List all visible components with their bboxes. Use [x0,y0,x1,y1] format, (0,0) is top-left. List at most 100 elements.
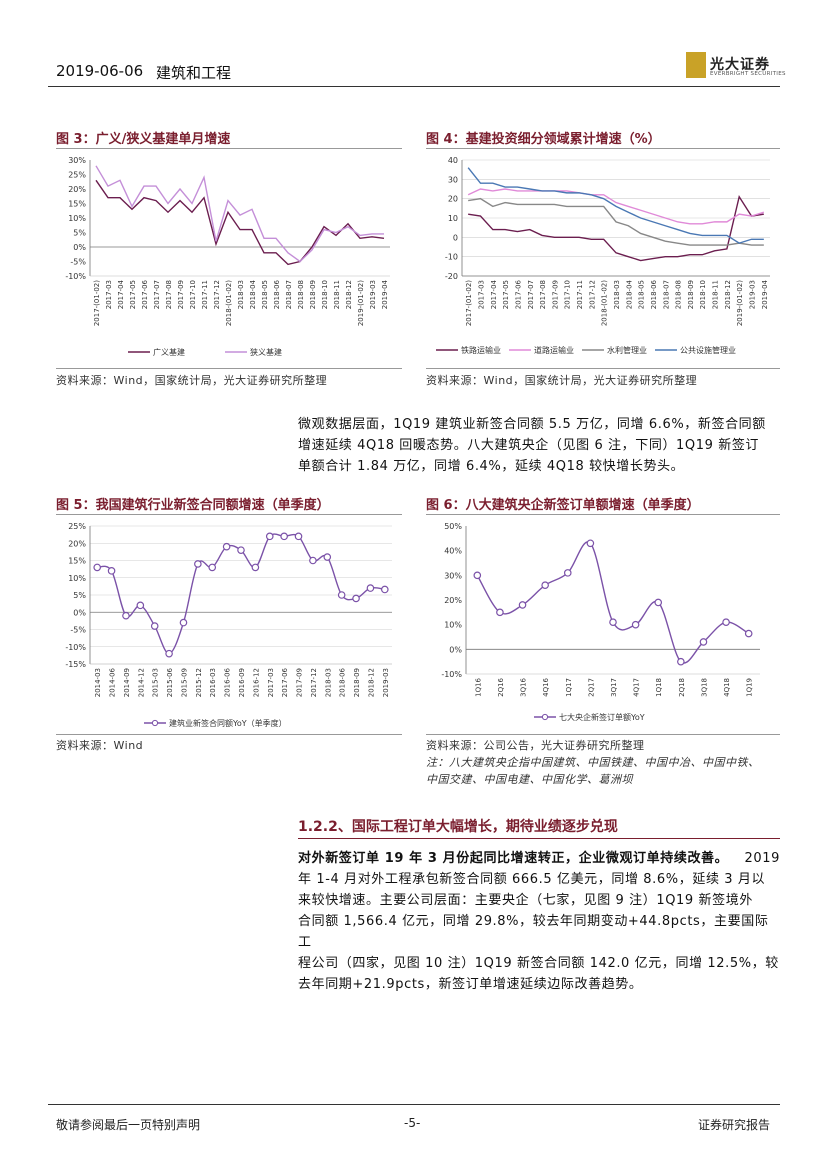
legend-label: 广义基建 [153,347,185,357]
fig6-source: 资料来源：公司公告，光大证券研究所整理 [426,739,645,752]
paragraph-line: 增速延续 4Q18 回暖态势。八大建筑央企（见图 6 注，下同）1Q19 新签订 [298,438,760,453]
data-point [473,571,482,580]
paragraph-international-orders: 对外新签订单 19 年 3 月份起同比增速转正，企业微观订单持续改善。 2019 … [298,848,780,995]
legend-marker [151,719,159,727]
y-tick-label: 0% [73,608,86,617]
x-tick-label: 2018-08 [675,280,683,309]
paragraph-line: 来较快增速。主要公司层面：主要央企（七家，见图 9 注）1Q19 新签境外 [298,893,753,908]
y-tick-label: 0% [73,243,86,252]
data-point [609,618,617,627]
y-tick-label: 20% [68,185,86,194]
x-tick-label: 2019-04 [381,279,389,309]
y-tick-label: -10 [445,253,458,262]
data-point [280,532,288,541]
fig3-title: 图 3：广义/狭义基建单月增速 [56,132,231,147]
section-underline [298,838,780,839]
x-tick-label: 2016-03 [209,668,217,697]
x-tick-label: 2018-12 [367,668,375,697]
data-point [222,542,231,551]
x-tick-label: 2017-11 [576,280,584,309]
fig4-chart: 40 30 20 10 0 -10 -20 2017-(01-02) 2017-03 2017-0… [436,156,770,355]
fig3-source: 资料来源：Wind，国家统计局，光大证券研究所整理 [56,374,328,387]
x-tick-label: 2018-03 [613,280,621,309]
data-point [208,563,217,572]
series-line [468,197,764,246]
footer-disclaimer: 敬请参阅最后一页特别声明 [56,1118,201,1132]
x-tick-label: 2014-03 [94,668,102,697]
data-point [165,649,173,658]
y-tick-label: 50% [444,522,462,531]
y-tick-label: 15% [68,200,86,209]
y-tick-label: 20% [444,596,462,605]
fig5-title: 图 5：我国建筑行业新签合同额增速（单季度） [56,498,330,513]
x-tick-label: 2016-12 [252,668,260,697]
y-tick-label: -10% [65,272,86,281]
y-tick-label: 40% [444,547,462,556]
x-tick-label: 2019-03 [749,280,757,309]
data-point [122,611,130,620]
x-tick-label: 2014-06 [109,667,117,697]
x-tick-label: 2016-09 [238,668,246,697]
legend-label: 七大央企新签订单额YoY [559,712,645,722]
fig5-bottom-rule [56,734,402,735]
legend-label: 建筑业新签合同额YoY（单季度） [169,718,287,728]
y-tick-label: 5% [73,591,86,600]
paragraph-lead-bold: 对外新签订单 19 年 3 月份起同比增速转正，企业微观订单持续改善。 [298,851,729,866]
legend-label: 铁路运输业 [461,345,501,355]
x-tick-label: 2019-(01-02) [736,280,744,326]
x-tick-label: 2017-05 [129,280,137,309]
fig5-chart: 25% 20% 15% 10% 5% 0% -5% -10% -15% 2014-03 2014-0… [65,522,392,728]
x-tick-label: 2018-07 [662,280,670,309]
y-tick-label: 10% [444,621,462,630]
report-sector: 建筑和工程 [156,64,232,82]
data-point [381,585,389,594]
data-point [251,563,260,572]
x-tick-label: 2018-10 [321,280,329,309]
x-tick-label: 2018-09 [353,668,361,697]
data-point [352,594,360,603]
data-point [107,567,116,575]
y-tick-label: 30% [444,571,462,580]
x-tick-label: 2017-08 [539,280,547,309]
y-tick-label: 10% [68,214,86,223]
x-tick-label: 2017-09 [177,280,185,309]
data-point [563,569,572,577]
x-tick-label: 2018-10 [699,280,707,309]
x-tick-label: 2018-05 [261,280,269,309]
paragraph-line: 微观数据层面，1Q19 建筑业新签合同额 5.5 万亿，同增 6.6%，新签合同… [298,417,766,432]
x-tick-label: 2017-03 [105,280,113,309]
fig3-top-rule [56,148,402,149]
x-tick-label: 2017-11 [201,280,209,309]
y-tick-label: -15% [65,660,86,669]
data-point [744,629,753,638]
data-point [136,601,145,610]
fig3-bottom-rule [56,368,402,369]
x-tick-label: 2017-06 [281,667,289,697]
legend-label: 道路运输业 [534,345,574,355]
fig5-source: 资料来源：Wind [56,739,144,752]
y-tick-label: 20 [448,195,458,204]
x-tick-label: 2015-03 [152,668,160,697]
data-point [631,620,640,629]
paragraph-line: 对外新签订单 19 年 3 月份起同比增速转正，企业微观订单持续改善。 2019 [298,848,780,869]
x-tick-label: 2014-09 [123,668,131,697]
x-tick-label: 2015-09 [180,668,188,697]
x-tick-label: 2018-06 [273,279,281,309]
y-tick-label: 40 [448,156,458,165]
report-date: 2019-06-06 [56,62,144,80]
x-tick-label: 2018-08 [297,280,305,309]
x-tick-label: 2015-12 [195,668,203,697]
fig4-title: 图 4：基建投资细分领域累计增速（%） [426,132,661,147]
x-tick-label: 1Q16 [474,677,482,696]
x-tick-label: 2017-03 [267,668,275,697]
x-tick-label: 1Q18 [655,678,663,697]
fig6-title: 图 6：八大建筑央企新签订单额增速（单季度） [426,498,700,513]
fig3-chart: 30% 25% 20% 15% 10% 5% 0% -5% -10% 2017-(01-02) 20… [65,156,390,357]
x-tick-label: 2018-11 [712,280,720,309]
y-tick-label: 25% [68,171,86,180]
x-tick-label: 4Q16 [542,677,550,696]
x-tick-label: 2018-(01-02) [601,280,609,326]
series-line [95,165,384,263]
x-tick-label: 2017-06 [141,279,149,309]
fig6-top-rule [426,514,780,515]
